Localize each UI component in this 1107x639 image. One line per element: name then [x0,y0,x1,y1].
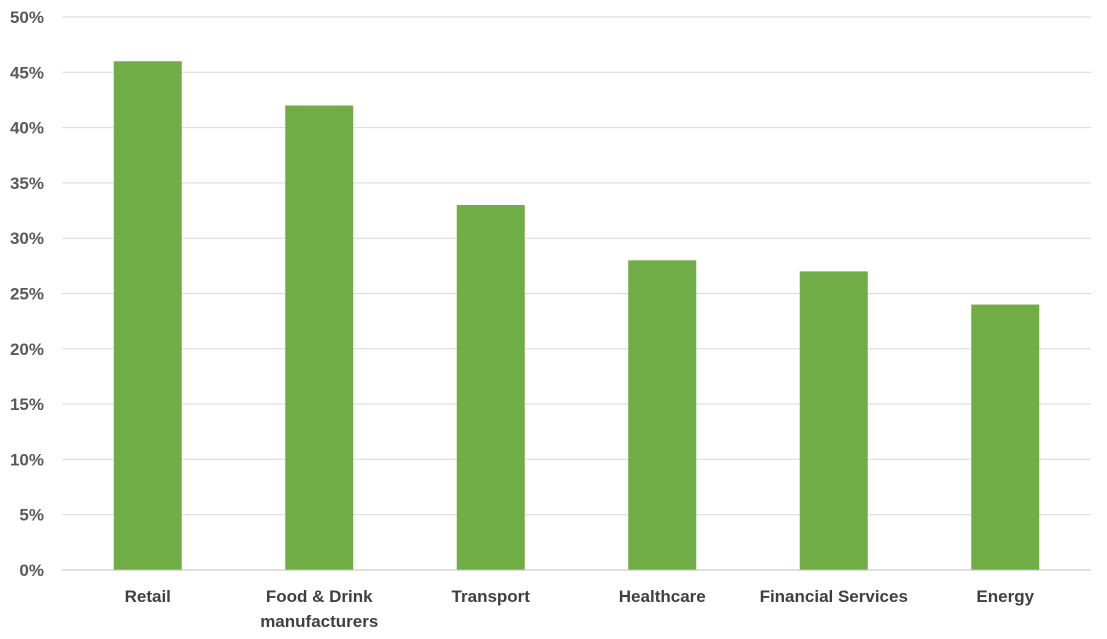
y-tick-label: 10% [10,450,44,469]
gridlines [62,16,1091,516]
bar [456,205,525,570]
category-labels: Retail Food & Drink manufacturers Transport… [125,587,1035,631]
category-label: Energy [976,587,1034,606]
category-label: Food & Drink manufacturers [260,587,378,631]
y-tick-label: 0% [19,561,44,580]
y-tick-label: 35% [10,174,44,193]
category-label: Financial Services [760,587,908,606]
y-tick-label: 40% [10,119,44,138]
category-label: Transport [452,587,531,606]
bar [285,105,354,570]
category-label: Retail [125,587,171,606]
y-tick-label: 30% [10,229,44,248]
bar [971,304,1040,570]
y-tick-label: 20% [10,340,44,359]
y-tick-label: 50% [10,8,44,27]
bar [799,271,868,570]
y-tick-label: 45% [10,63,44,82]
bars [113,61,1040,571]
y-tick-label: 15% [10,395,44,414]
category-label: Healthcare [619,587,706,606]
y-tick-label: 25% [10,285,44,304]
bar [113,61,182,571]
y-axis-ticks: 0% 5% 10% 15% 20% 25% 30% 35% 40% 45% 50% [10,8,44,580]
bar [628,260,697,570]
y-tick-label: 5% [19,506,44,525]
